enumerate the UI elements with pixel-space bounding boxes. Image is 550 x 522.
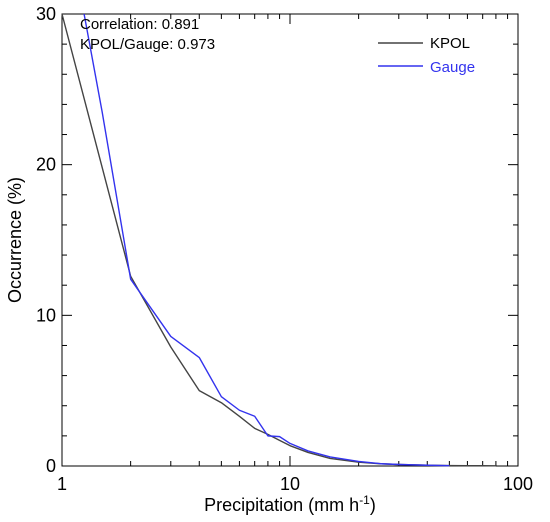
x-tick-label: 1 <box>57 474 67 494</box>
x-axis-title: Precipitation (mm h-1) <box>204 493 376 515</box>
legend-label-kpol: KPOL <box>430 35 470 52</box>
annotation-ratio: KPOL/Gauge: 0.973 <box>80 36 215 53</box>
y-tick-label: 30 <box>36 4 56 24</box>
x-axis-ticks: 1 10 100 <box>57 14 533 494</box>
series-line-kpol <box>61 13 496 467</box>
legend: KPOL Gauge <box>378 35 475 76</box>
y-tick-label: 10 <box>36 305 56 325</box>
x-axis-title-main: Precipitation (mm h <box>204 495 359 515</box>
annotation-correlation: Correlation: 0.891 <box>80 16 199 33</box>
x-axis-title-sup: -1 <box>359 493 370 507</box>
plot-frame <box>61 13 519 467</box>
x-axis-title-close: ) <box>370 495 376 515</box>
y-tick-label: 0 <box>46 456 56 476</box>
legend-label-gauge: Gauge <box>430 59 475 76</box>
series-lines <box>61 13 496 467</box>
x-tick-label: 100 <box>503 474 533 494</box>
y-axis-title: Occurrence (%) <box>5 177 25 303</box>
x-tick-label: 10 <box>280 474 300 494</box>
series-line-gauge <box>83 13 450 467</box>
y-axis-ticks: 0 10 20 30 <box>36 4 518 476</box>
y-tick-label: 20 <box>36 155 56 175</box>
